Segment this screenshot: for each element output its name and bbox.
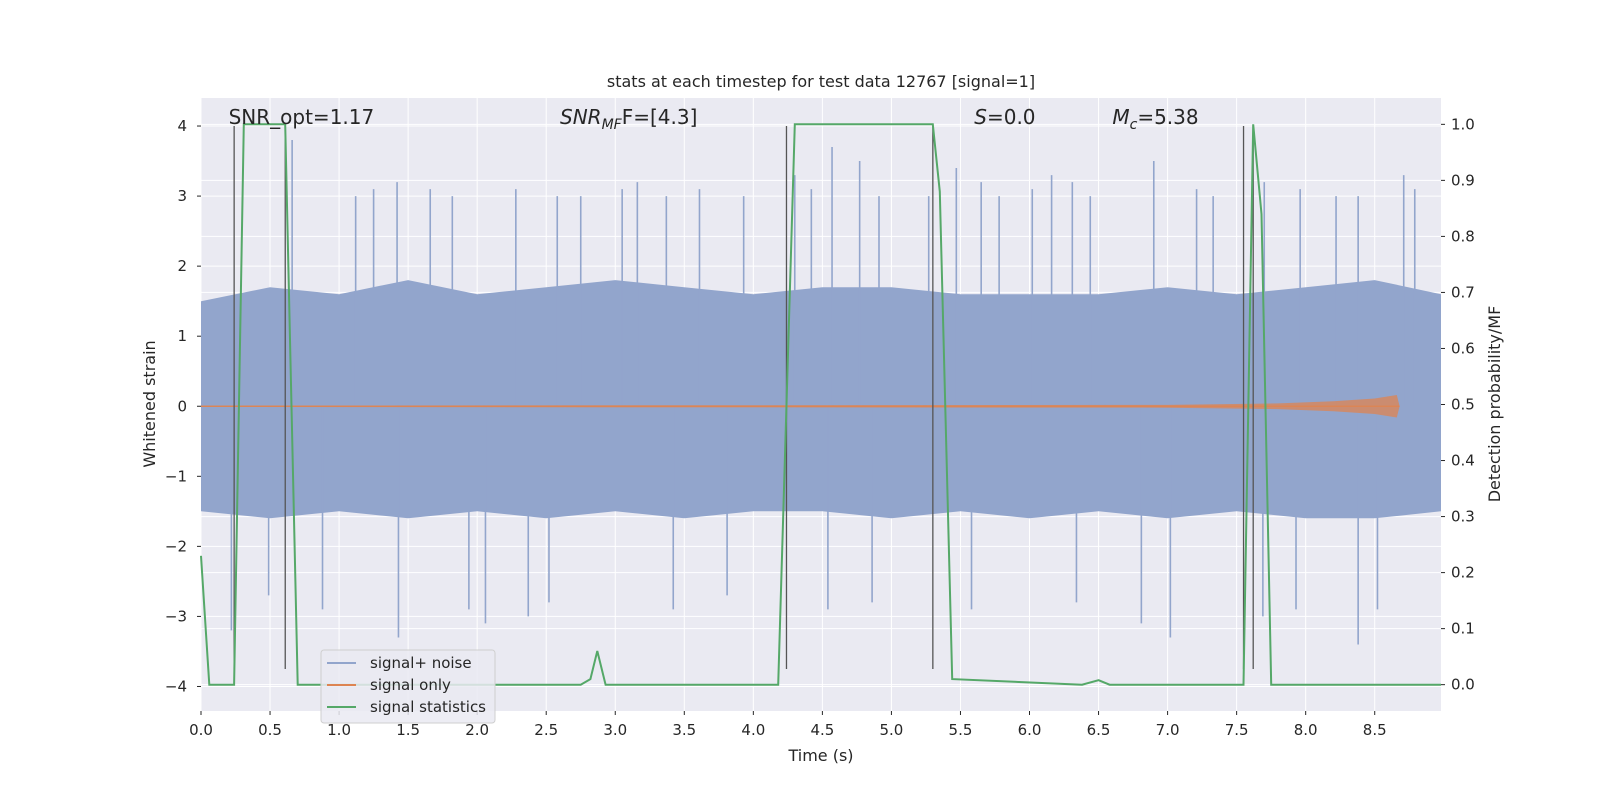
- y-tick-label: −1: [165, 467, 187, 485]
- y2-tick-label: 0.5: [1451, 396, 1475, 414]
- x-tick-label: 6.5: [1087, 721, 1111, 739]
- y-tick-label: 3: [177, 187, 187, 205]
- x-tick-label: 8.0: [1294, 721, 1318, 739]
- x-tick-label: 3.5: [672, 721, 696, 739]
- signal-statistics-line: [200, 123, 1441, 686]
- x-tick-label: 3.0: [603, 721, 627, 739]
- y2-tick-label: 1.0: [1451, 115, 1475, 133]
- annotation-snr-opt: SNR_opt=1.17: [229, 105, 375, 129]
- x-tick-label: 4.0: [741, 721, 765, 739]
- x-tick-label: 5.5: [949, 721, 973, 739]
- signal-noise-series: [201, 140, 1441, 645]
- x-tick-label: 5.0: [879, 721, 903, 739]
- signal-noise-band: [201, 280, 1441, 519]
- x-tick-label: 6.0: [1018, 721, 1042, 739]
- y-axis-label: Whitened strain: [140, 340, 159, 467]
- y-tick-label: 0: [177, 397, 187, 415]
- x-tick-label: 1.0: [327, 721, 351, 739]
- vertical-marker-lines: [233, 126, 1254, 669]
- signal-only-series: [201, 395, 1400, 418]
- legend-box: [320, 649, 496, 724]
- x-tick-label: 1.5: [396, 721, 420, 739]
- y-tick-label: −3: [165, 607, 187, 625]
- y2-tick-label: 0.6: [1451, 339, 1475, 357]
- annotation-s: S=0.0: [974, 105, 1035, 129]
- y2-axis-label: Detection probability/MF: [1485, 306, 1504, 503]
- x-tick-label: 7.5: [1225, 721, 1249, 739]
- y2-tick-label: 0.3: [1451, 508, 1475, 526]
- y-tick-label: 2: [177, 257, 187, 275]
- x-tick-label: 2.0: [465, 721, 489, 739]
- annotations: SNR_opt=1.17 SNRMFF=[4.3] S=0.0 Mc=5.38: [229, 105, 1199, 133]
- x-tick-label: 0.5: [258, 721, 282, 739]
- y-tick-label: −4: [165, 677, 187, 695]
- x-tick-label: 7.0: [1156, 721, 1180, 739]
- annotation-snr-mf: SNRMFF=[4.3]: [560, 105, 697, 133]
- x-tick-label: 0.0: [189, 721, 213, 739]
- x-tick-label: 8.5: [1363, 721, 1387, 739]
- y2-tick-label: 0.8: [1451, 227, 1475, 245]
- y-tick-label: 1: [177, 327, 187, 345]
- y2-tick-label: 0.2: [1451, 564, 1475, 582]
- legend-label-signal-statistics: signal statistics: [370, 698, 486, 716]
- legend-label-signal-noise: signal+ noise: [370, 654, 472, 672]
- y-tick-label: 4: [177, 117, 187, 135]
- x-tick-label: 4.5: [810, 721, 834, 739]
- signal-only-chirp: [201, 395, 1400, 418]
- y2-axis-ticks: 1.0 0.9 0.8 0.7 0.6 0.5 0.4 0.3 0.2 0.1 0.0: [1441, 115, 1475, 694]
- x-axis-label: Time (s): [787, 746, 853, 765]
- x-axis-ticks: 0.0 0.5 1.0 1.5 2.0 2.5 3.0 3.5 4.0 4.5 5.0 5.5 6.0 6…: [189, 711, 1387, 739]
- y-tick-label: −2: [165, 537, 187, 555]
- y2-tick-label: 0.1: [1451, 620, 1475, 638]
- chart-title: stats at each timestep for test data 127…: [607, 72, 1035, 91]
- annotation-mc: Mc=5.38: [1112, 105, 1198, 133]
- y2-tick-label: 0.4: [1451, 452, 1475, 470]
- y2-tick-label: 0.7: [1451, 283, 1475, 301]
- y2-tick-label: 0.9: [1451, 171, 1475, 189]
- legend-label-signal-only: signal only: [370, 676, 451, 694]
- x-tick-label: 2.5: [534, 721, 558, 739]
- y2-tick-label: 0.0: [1451, 676, 1475, 694]
- signal-statistics-series: [200, 123, 1441, 686]
- legend: signal+ noise signal only signal statist…: [320, 649, 496, 724]
- y-axis-ticks: 4 3 2 1 0 −1 −2 −3 −4: [165, 117, 201, 695]
